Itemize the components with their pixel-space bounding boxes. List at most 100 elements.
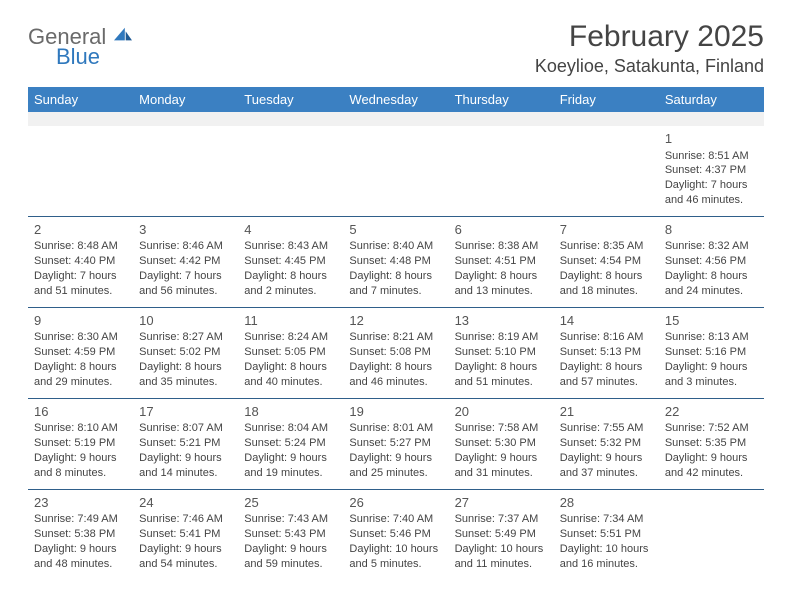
sunrise-line: Sunrise: 8:48 AM [34, 239, 127, 254]
weekday-header: Tuesday [238, 87, 343, 112]
day-number: 23 [34, 494, 127, 512]
location-subtitle: Koeylioe, Satakunta, Finland [535, 56, 764, 77]
calendar-day-cell [133, 126, 238, 216]
calendar-day-cell: 21Sunrise: 7:55 AMSunset: 5:32 PMDayligh… [554, 398, 659, 489]
daylight-line: and 59 minutes. [244, 557, 337, 572]
daylight-line: Daylight: 10 hours [455, 542, 548, 557]
day-number: 6 [455, 221, 548, 239]
sunset-line: Sunset: 5:05 PM [244, 345, 337, 360]
sunrise-line: Sunrise: 7:43 AM [244, 512, 337, 527]
daylight-line: and 13 minutes. [455, 284, 548, 299]
day-number: 20 [455, 403, 548, 421]
calendar-week-row: 2Sunrise: 8:48 AMSunset: 4:40 PMDaylight… [28, 216, 764, 307]
weekday-header: Sunday [28, 87, 133, 112]
sunrise-line: Sunrise: 8:32 AM [665, 239, 758, 254]
daylight-line: Daylight: 7 hours [665, 178, 758, 193]
calendar-day-cell: 24Sunrise: 7:46 AMSunset: 5:41 PMDayligh… [133, 489, 238, 579]
daylight-line: and 29 minutes. [34, 375, 127, 390]
daylight-line: and 25 minutes. [349, 466, 442, 481]
daylight-line: and 8 minutes. [34, 466, 127, 481]
daylight-line: Daylight: 10 hours [560, 542, 653, 557]
sunset-line: Sunset: 5:27 PM [349, 436, 442, 451]
sunrise-line: Sunrise: 7:40 AM [349, 512, 442, 527]
daylight-line: and 31 minutes. [455, 466, 548, 481]
sunset-line: Sunset: 5:08 PM [349, 345, 442, 360]
weekday-header: Monday [133, 87, 238, 112]
calendar-day-cell: 8Sunrise: 8:32 AMSunset: 4:56 PMDaylight… [659, 216, 764, 307]
sunrise-line: Sunrise: 8:38 AM [455, 239, 548, 254]
daylight-line: Daylight: 10 hours [349, 542, 442, 557]
sunset-line: Sunset: 4:42 PM [139, 254, 232, 269]
daylight-line: and 51 minutes. [455, 375, 548, 390]
calendar-day-cell [659, 489, 764, 579]
day-number: 17 [139, 403, 232, 421]
calendar-day-cell: 10Sunrise: 8:27 AMSunset: 5:02 PMDayligh… [133, 307, 238, 398]
day-number: 9 [34, 312, 127, 330]
sunrise-line: Sunrise: 8:07 AM [139, 421, 232, 436]
weekday-header-row: Sunday Monday Tuesday Wednesday Thursday… [28, 87, 764, 112]
calendar-week-row: 9Sunrise: 8:30 AMSunset: 4:59 PMDaylight… [28, 307, 764, 398]
sunset-line: Sunset: 4:51 PM [455, 254, 548, 269]
daylight-line: and 24 minutes. [665, 284, 758, 299]
daylight-line: Daylight: 8 hours [349, 269, 442, 284]
calendar-day-cell: 22Sunrise: 7:52 AMSunset: 5:35 PMDayligh… [659, 398, 764, 489]
sunrise-line: Sunrise: 8:13 AM [665, 330, 758, 345]
day-number: 10 [139, 312, 232, 330]
daylight-line: Daylight: 8 hours [455, 269, 548, 284]
weekday-header: Saturday [659, 87, 764, 112]
day-number: 14 [560, 312, 653, 330]
calendar-day-cell: 6Sunrise: 8:38 AMSunset: 4:51 PMDaylight… [449, 216, 554, 307]
day-number: 2 [34, 221, 127, 239]
day-number: 1 [665, 130, 758, 148]
sunrise-line: Sunrise: 7:49 AM [34, 512, 127, 527]
calendar-day-cell [343, 126, 448, 216]
daylight-line: Daylight: 8 hours [139, 360, 232, 375]
sunset-line: Sunset: 5:32 PM [560, 436, 653, 451]
day-number: 16 [34, 403, 127, 421]
daylight-line: Daylight: 9 hours [244, 542, 337, 557]
calendar-day-cell: 17Sunrise: 8:07 AMSunset: 5:21 PMDayligh… [133, 398, 238, 489]
daylight-line: and 19 minutes. [244, 466, 337, 481]
daylight-line: Daylight: 8 hours [244, 360, 337, 375]
daylight-line: Daylight: 7 hours [34, 269, 127, 284]
sunset-line: Sunset: 5:38 PM [34, 527, 127, 542]
calendar-day-cell: 12Sunrise: 8:21 AMSunset: 5:08 PMDayligh… [343, 307, 448, 398]
weekday-header: Thursday [449, 87, 554, 112]
day-number: 19 [349, 403, 442, 421]
sunrise-line: Sunrise: 8:04 AM [244, 421, 337, 436]
daylight-line: Daylight: 9 hours [244, 451, 337, 466]
calendar-day-cell: 1Sunrise: 8:51 AMSunset: 4:37 PMDaylight… [659, 126, 764, 216]
daylight-line: Daylight: 9 hours [349, 451, 442, 466]
daylight-line: Daylight: 8 hours [244, 269, 337, 284]
day-number: 4 [244, 221, 337, 239]
day-number: 22 [665, 403, 758, 421]
sunrise-line: Sunrise: 7:46 AM [139, 512, 232, 527]
daylight-line: Daylight: 7 hours [139, 269, 232, 284]
header: General Blue February 2025 Koeylioe, Sat… [28, 20, 764, 77]
calendar-week-row: 23Sunrise: 7:49 AMSunset: 5:38 PM Dayligh… [28, 489, 764, 579]
calendar-day-cell: 9Sunrise: 8:30 AMSunset: 4:59 PMDaylight… [28, 307, 133, 398]
day-number: 21 [560, 403, 653, 421]
calendar-day-cell: 2Sunrise: 8:48 AMSunset: 4:40 PMDaylight… [28, 216, 133, 307]
calendar-day-cell [238, 126, 343, 216]
sunrise-line: Sunrise: 8:01 AM [349, 421, 442, 436]
daylight-line: and 11 minutes. [455, 557, 548, 572]
daylight-line: and 14 minutes. [139, 466, 232, 481]
sunrise-line: Sunrise: 8:27 AM [139, 330, 232, 345]
daylight-line: Daylight: 9 hours [139, 542, 232, 557]
daylight-line: and 7 minutes. [349, 284, 442, 299]
sunrise-line: Sunrise: 7:58 AM [455, 421, 548, 436]
sunset-line: Sunset: 5:10 PM [455, 345, 548, 360]
sunrise-line: Sunrise: 8:46 AM [139, 239, 232, 254]
day-number: 24 [139, 494, 232, 512]
calendar-day-cell: 20Sunrise: 7:58 AMSunset: 5:30 PMDayligh… [449, 398, 554, 489]
daylight-line: and 37 minutes. [560, 466, 653, 481]
sunset-line: Sunset: 5:13 PM [560, 345, 653, 360]
daylight-line: and 5 minutes. [349, 557, 442, 572]
day-number: 15 [665, 312, 758, 330]
daylight-line: Daylight: 8 hours [349, 360, 442, 375]
sunrise-line: Sunrise: 7:52 AM [665, 421, 758, 436]
day-number: 12 [349, 312, 442, 330]
calendar-day-cell: 18Sunrise: 8:04 AMSunset: 5:24 PMDayligh… [238, 398, 343, 489]
calendar-day-cell: 26Sunrise: 7:40 AMSunset: 5:46 PMDayligh… [343, 489, 448, 579]
